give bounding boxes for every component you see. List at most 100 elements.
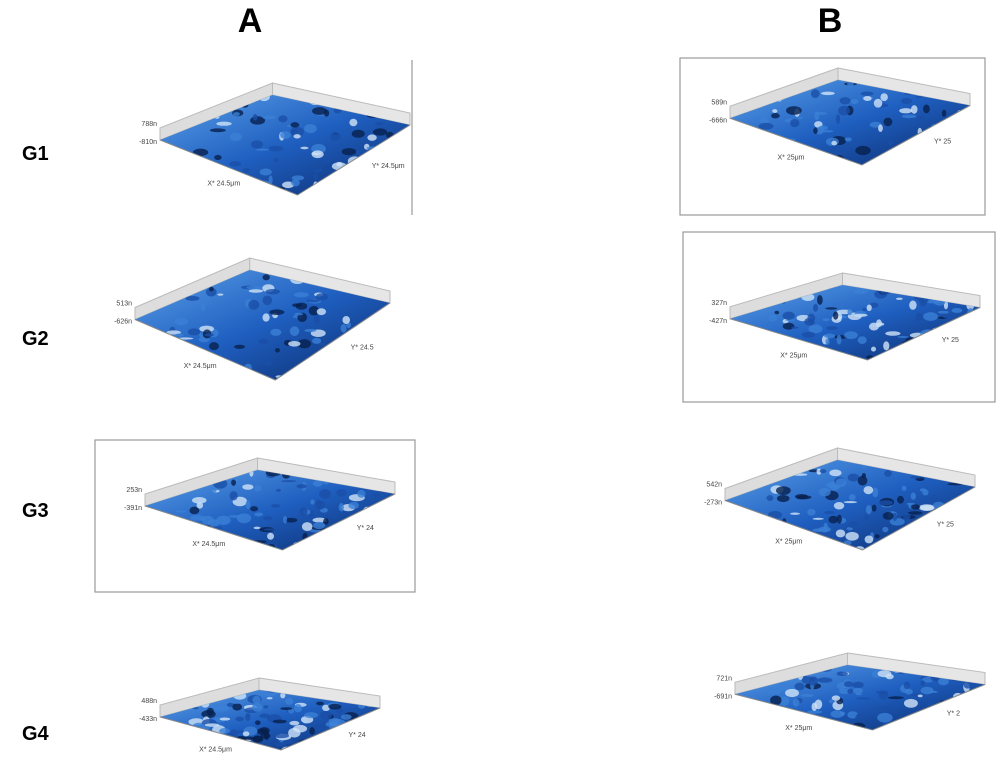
bump <box>863 96 871 101</box>
bump <box>157 543 172 546</box>
bump <box>198 735 206 740</box>
z-max-label: 327n <box>711 300 727 307</box>
bump <box>931 495 938 502</box>
bump <box>231 479 236 485</box>
bump <box>422 516 426 526</box>
bump <box>194 170 209 177</box>
bump <box>777 495 790 502</box>
bump <box>994 114 998 124</box>
bump <box>921 687 934 694</box>
bump <box>377 552 385 558</box>
z-min-label: -626n <box>114 319 132 326</box>
bump <box>869 323 879 331</box>
bump <box>923 312 938 321</box>
bump <box>948 154 959 162</box>
bump <box>250 506 258 511</box>
bump <box>838 106 850 116</box>
bump <box>798 117 803 119</box>
bump <box>982 717 992 720</box>
bump <box>802 332 816 338</box>
bump <box>353 373 364 377</box>
bump <box>786 106 802 115</box>
bump <box>332 178 338 188</box>
afm-panel: 542n-273nX* 25μmY* 25 <box>704 448 998 556</box>
bump <box>353 168 364 174</box>
bump <box>263 274 270 280</box>
bump <box>294 292 309 297</box>
bump <box>971 123 982 132</box>
bump <box>774 311 779 315</box>
bump <box>348 502 359 509</box>
bump <box>899 346 914 351</box>
bump <box>246 500 251 509</box>
bump <box>219 728 230 734</box>
bump <box>276 489 281 492</box>
bump <box>217 293 223 295</box>
bump <box>872 487 878 497</box>
bump <box>280 707 292 710</box>
bump <box>357 490 365 498</box>
bump <box>972 711 977 718</box>
bump <box>235 538 242 547</box>
bump <box>390 525 400 534</box>
bump <box>911 493 916 500</box>
bump <box>789 97 802 102</box>
bump <box>984 499 998 505</box>
bump <box>449 98 462 107</box>
afm-panel: 488n-433nX* 24.5μmY* 24 <box>139 678 423 757</box>
bump <box>175 333 184 336</box>
bump <box>952 308 963 313</box>
bump <box>964 117 972 119</box>
bump <box>904 682 910 690</box>
z-min-label: -433n <box>139 716 157 723</box>
bump <box>231 549 246 552</box>
bump <box>321 191 334 198</box>
bump <box>958 114 965 118</box>
bump <box>771 717 779 722</box>
bump <box>820 722 834 724</box>
bump <box>937 540 943 546</box>
bump <box>789 342 801 345</box>
bump <box>192 497 207 504</box>
bump <box>329 740 344 744</box>
bump <box>974 328 978 330</box>
bump <box>920 488 927 491</box>
bump <box>953 723 965 728</box>
bump <box>235 717 243 722</box>
bump <box>949 159 955 162</box>
bump <box>906 153 916 155</box>
bump <box>757 540 767 547</box>
bump <box>168 525 172 533</box>
bump <box>373 318 380 321</box>
bump <box>795 494 808 499</box>
bump <box>856 697 870 699</box>
bump <box>958 118 974 125</box>
bump <box>930 164 944 168</box>
bump <box>378 272 391 280</box>
bump <box>979 338 984 341</box>
bump <box>264 358 273 366</box>
bump <box>914 455 921 462</box>
bump <box>978 98 988 100</box>
bump <box>416 311 426 318</box>
bump <box>907 143 916 146</box>
bump <box>214 705 229 711</box>
bump <box>398 144 403 148</box>
bump <box>245 543 253 547</box>
bump <box>373 128 387 135</box>
afm-panel: 513n-626nX* 24.5μmY* 24.5 <box>114 258 447 387</box>
x-axis-label: X* 24.5μm <box>184 363 217 370</box>
bump <box>977 327 983 334</box>
bump <box>192 723 205 731</box>
bump <box>778 459 788 464</box>
bump <box>975 514 986 518</box>
bump <box>922 147 930 153</box>
bump <box>160 533 169 538</box>
z-max-label: 488n <box>141 698 157 705</box>
bump <box>402 711 414 718</box>
bump <box>852 682 863 688</box>
bump <box>920 505 934 510</box>
bump <box>425 111 438 119</box>
bump <box>435 96 447 105</box>
bump <box>790 512 800 514</box>
